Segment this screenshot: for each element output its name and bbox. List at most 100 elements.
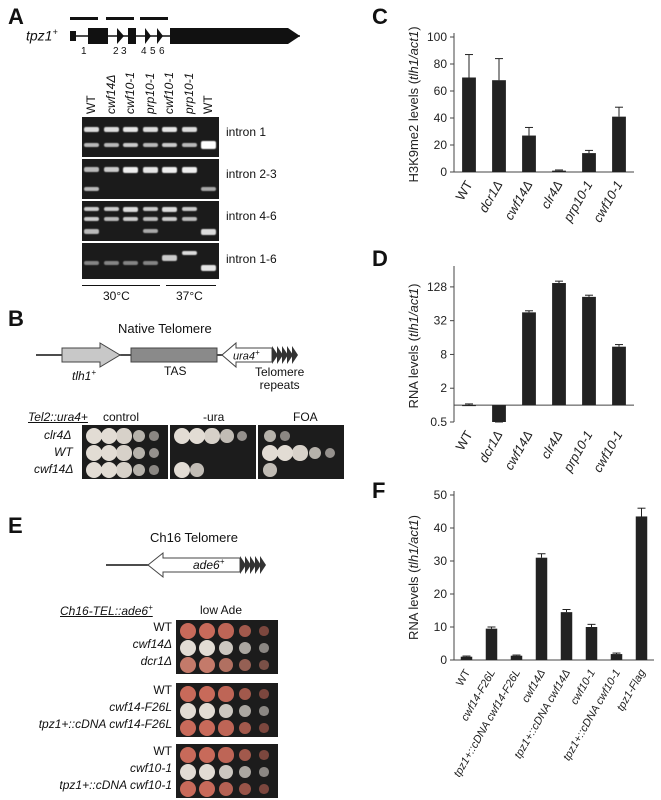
- colony-spot: [218, 747, 234, 763]
- colony-spot: [308, 446, 322, 460]
- colony-spot: [116, 462, 132, 478]
- gel-row-intron-2-3: [82, 159, 219, 199]
- colony-spot: [180, 703, 196, 719]
- colony-spot: [239, 783, 251, 795]
- panel-f-label: F: [372, 478, 386, 503]
- y-tick-label: 2: [440, 381, 447, 395]
- gel-band: [201, 265, 216, 271]
- exon-number-4: 4: [141, 46, 147, 57]
- y-tick-label: 40: [434, 111, 448, 125]
- temp-bracket-37: [166, 285, 216, 286]
- gel-band: [84, 207, 99, 211]
- gel-band: [84, 143, 99, 147]
- gel-band: [84, 261, 99, 265]
- bar: [582, 296, 596, 406]
- gel-band: [181, 207, 197, 211]
- gel-band: [84, 217, 99, 221]
- colony-spot: [324, 447, 336, 459]
- bar: [552, 283, 566, 406]
- ura4-text: ura4: [233, 350, 256, 363]
- category-label: clr4Δ: [538, 428, 566, 461]
- colony-spot: [259, 706, 269, 716]
- tlh1-text: tlh1: [72, 369, 92, 383]
- gel-row-label-3: intron 4-6: [226, 209, 277, 223]
- tel2-ura4-header: Tel2::ura4+: [28, 410, 88, 424]
- colony-spot: [180, 640, 196, 656]
- bar: [510, 655, 523, 660]
- exon-number-2: 2: [113, 46, 119, 57]
- gel-band: [84, 127, 99, 132]
- bar: [610, 654, 623, 660]
- colony-spot: [280, 431, 290, 441]
- gel-band: [103, 167, 119, 172]
- bar: [635, 516, 648, 660]
- gel-row-label-4: intron 1-6: [226, 252, 277, 266]
- y-axis-label: RNA levels (tlh1/act1): [406, 283, 421, 408]
- gene-structure-diagram: [70, 17, 300, 44]
- colony-spot: [218, 703, 234, 719]
- colony-spot: [259, 750, 269, 760]
- ch16-diagram: [106, 551, 266, 579]
- y-tick-label: 0.5: [430, 415, 447, 429]
- colony-spot: [199, 764, 215, 780]
- colony-spot: [259, 660, 269, 670]
- y-tick-label: 8: [440, 347, 447, 361]
- gel-band: [181, 217, 197, 221]
- gel-band: [103, 207, 119, 211]
- gel-band: [123, 217, 138, 221]
- gel-band: [142, 229, 158, 233]
- bar: [462, 405, 476, 407]
- gel-band: [162, 167, 177, 173]
- colony-spot: [277, 445, 293, 461]
- condition-low-ade: low Ade: [200, 603, 243, 617]
- ura4-label: ura4+: [233, 348, 260, 363]
- colony-spot: [180, 720, 196, 736]
- gel-band: [84, 167, 99, 172]
- colony-spot: [239, 659, 251, 671]
- colony-spot: [199, 781, 215, 797]
- strain-e-label: tpz1+::cDNA cwf10-1: [59, 778, 172, 792]
- category-label: WT: [454, 667, 473, 688]
- y-tick-label: 10: [434, 620, 448, 634]
- gel-lane-label: cwf10-1: [162, 71, 176, 114]
- gene-name: tpz1+: [26, 27, 58, 44]
- colony-spot: [116, 428, 132, 444]
- bar: [522, 135, 536, 172]
- bar: [492, 405, 506, 422]
- y-tick-label: 50: [434, 488, 448, 502]
- colony-spot: [174, 428, 190, 444]
- y-tick-label: 40: [434, 521, 448, 535]
- colony-spot: [218, 720, 234, 736]
- y-tick-label: 0: [440, 165, 447, 179]
- colony-spot: [180, 781, 196, 797]
- colony-spot: [218, 657, 234, 673]
- bar: [585, 627, 598, 660]
- ade6-sup: +: [219, 557, 225, 566]
- bar: [522, 312, 536, 406]
- panel-d-label: D: [372, 246, 388, 271]
- colony-spot: [238, 748, 252, 762]
- colony-spot: [180, 747, 196, 763]
- colony-spot: [259, 723, 269, 733]
- bar: [535, 557, 548, 660]
- strain-e-label: cwf14-F26L: [109, 700, 172, 714]
- colony-spot: [101, 445, 117, 461]
- condition-foa: FOA: [293, 410, 318, 424]
- y-tick-label: 128: [427, 280, 447, 294]
- ch16-header-text: Ch16-TEL::ade6: [60, 604, 149, 618]
- strain-e-label: dcr1Δ: [140, 654, 172, 668]
- y-tick-label: 32: [434, 314, 448, 328]
- panel-a-label: A: [8, 4, 24, 29]
- colony-spot: [218, 764, 234, 780]
- gel-band: [142, 217, 158, 221]
- colony-spot: [116, 445, 132, 461]
- gel-lane-label: prp10-1: [142, 72, 157, 114]
- bar: [560, 612, 573, 660]
- gel-lane-label: prp10-1: [181, 72, 196, 114]
- gel-band: [181, 251, 197, 255]
- colony-spot: [86, 445, 102, 461]
- gel-band: [201, 229, 216, 235]
- gel-lane-label: cwf10-1: [123, 71, 137, 114]
- gel-band: [181, 167, 197, 173]
- bar: [612, 116, 626, 172]
